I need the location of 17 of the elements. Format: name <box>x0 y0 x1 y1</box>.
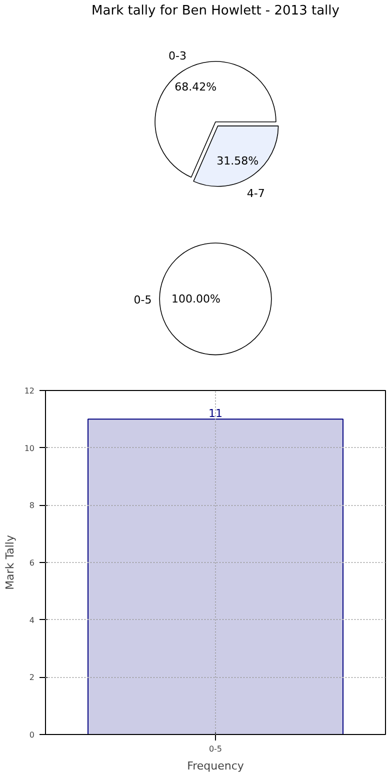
y-tick-label: 8 <box>29 501 35 510</box>
data-label: 68.42% <box>174 80 217 94</box>
slice-label: 4-7 <box>246 187 265 200</box>
data-label: 31.58% <box>216 154 259 168</box>
y-tick-label: 12 <box>24 386 35 396</box>
chart-title: Mark tally for Ben Howlett - 2013 tally <box>92 3 340 18</box>
y-tick-label: 0 <box>29 730 35 740</box>
y-tick-label: 4 <box>29 616 35 625</box>
y-axis-title: Mark Tally <box>3 534 16 590</box>
y-tick-label: 6 <box>29 558 35 568</box>
x-axis-title: Frequency <box>187 760 244 772</box>
slice-label: 0-5 <box>134 293 152 306</box>
data-label: 100.00% <box>171 292 220 306</box>
data-label: 11 <box>208 407 222 420</box>
y-tick-label: 2 <box>29 673 35 682</box>
y-tick-label: 10 <box>24 444 35 453</box>
slice-label: 0-3 <box>168 50 186 63</box>
